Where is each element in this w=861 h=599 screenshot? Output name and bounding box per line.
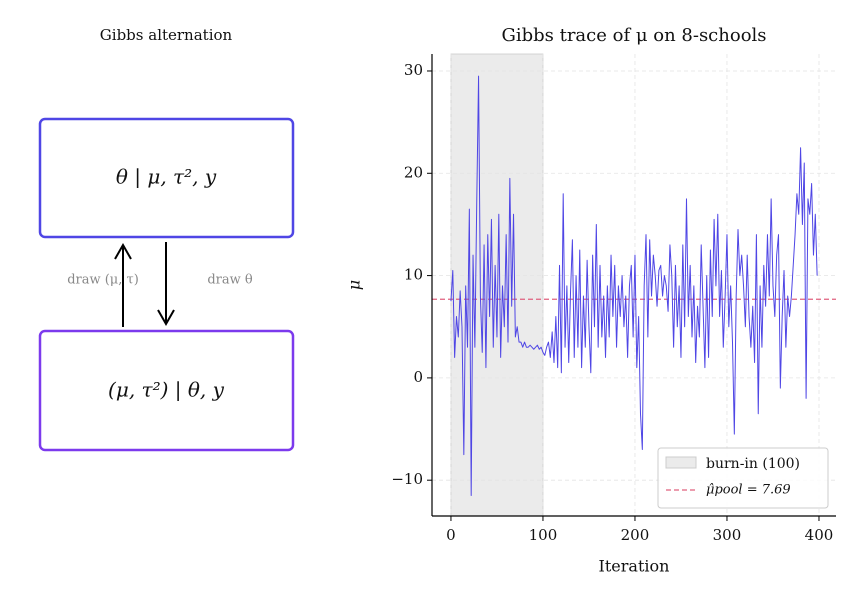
legend-label: μ̂pool = 7.69 bbox=[706, 483, 791, 498]
burn-in-span bbox=[450, 53, 544, 517]
y-tick-label: 10 bbox=[404, 266, 423, 284]
y-tick-label: −10 bbox=[391, 470, 423, 488]
arrow-head bbox=[157, 309, 175, 327]
x-tick-label: 200 bbox=[621, 526, 650, 544]
diagram: Gibbs alternation θ | μ, τ², y (μ, τ²) |… bbox=[38, 26, 295, 452]
edge-label: draw (μ, τ) bbox=[67, 273, 139, 288]
chart-title: Gibbs trace of μ on 8-schools bbox=[501, 25, 766, 46]
legend-box bbox=[657, 447, 829, 509]
y-tick-label: 20 bbox=[404, 163, 423, 181]
x-axis-label: Iteration bbox=[599, 557, 670, 576]
arrows bbox=[114, 242, 175, 327]
y-tick-label: 0 bbox=[413, 368, 423, 386]
legend-label: burn-in (100) bbox=[706, 456, 800, 472]
trace-line bbox=[450, 75, 818, 497]
edge-label: draw θ bbox=[207, 273, 253, 288]
trace-chart: Gibbs trace of μ on 8-schools Iteration … bbox=[345, 25, 836, 576]
x-tick-label: 300 bbox=[713, 526, 742, 544]
y-axis-label: μ bbox=[345, 280, 364, 290]
y-tick-label: 30 bbox=[404, 61, 423, 79]
arrow-head bbox=[114, 242, 132, 260]
node-label: θ | μ, τ², y bbox=[116, 165, 217, 190]
diagram-title: Gibbs alternation bbox=[100, 26, 233, 44]
node-label: (μ, τ²) | θ, y bbox=[108, 378, 225, 403]
node-box bbox=[38, 329, 295, 452]
node-box bbox=[38, 117, 295, 239]
x-tick-label: 0 bbox=[446, 526, 456, 544]
x-tick-label: 400 bbox=[805, 526, 834, 544]
legend-swatch bbox=[665, 456, 697, 469]
x-tick-label: 100 bbox=[529, 526, 558, 544]
